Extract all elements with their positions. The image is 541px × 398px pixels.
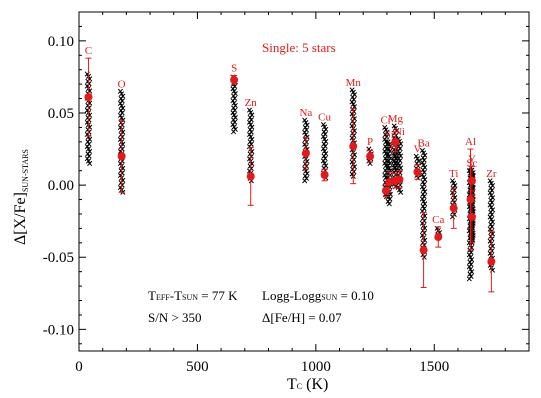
element-label: Ni [394, 126, 405, 138]
mean-point [117, 152, 126, 161]
y-tick-label: 0.00 [48, 178, 74, 194]
element-label: Mg [388, 113, 404, 125]
element-label: S [231, 62, 237, 74]
element-label: O [118, 78, 126, 90]
element-label: Cu [318, 112, 331, 124]
star-points-layer [84, 71, 496, 282]
y-tick-label: 0.05 [48, 106, 74, 122]
star-point [230, 129, 237, 135]
y-tick-label: -0.10 [43, 322, 74, 338]
plot-frame [78, 11, 530, 352]
star-point [398, 189, 404, 195]
element-label: V [413, 143, 421, 155]
mean-point [390, 176, 399, 185]
element-label: Ca [432, 214, 444, 226]
annotation-teff: TEFF-TSUN = 77 K [148, 288, 238, 303]
element-label: P [367, 136, 373, 148]
mean-point [434, 233, 443, 242]
mean-point [320, 171, 329, 180]
x-tick-label: 0 [75, 359, 83, 375]
axes-layer: 0 500 1000 1500 -0.10 -0.05 0.00 0.05 0.10 [43, 12, 529, 375]
annotation-feh: Δ[Fe/H] = 0.07 [262, 310, 342, 325]
x-tick-label: 1500 [419, 359, 449, 375]
element-label: Ti [449, 168, 458, 180]
mean-point [466, 195, 475, 204]
x-tick-label: 1000 [301, 359, 331, 375]
star-point [421, 254, 427, 260]
element-label: Na [299, 107, 312, 119]
mean-point [381, 186, 390, 195]
mean-points-layer [84, 57, 496, 293]
element-label: Fe [389, 140, 400, 152]
star-point [386, 201, 392, 207]
element-label: Ba [417, 137, 429, 149]
mean-point [449, 204, 458, 213]
star-point [302, 178, 308, 184]
mean-point [366, 152, 375, 161]
element-label: Zr [486, 168, 497, 180]
mean-point [487, 257, 496, 266]
element-label: Sc [466, 158, 477, 170]
mean-point [467, 212, 476, 221]
legend-text: Single: 5 stars [262, 40, 336, 55]
element-label: Al [465, 136, 476, 148]
mean-point [467, 176, 476, 185]
mean-point [349, 142, 358, 151]
element-label: Cr [380, 114, 391, 126]
mean-point [391, 137, 400, 146]
element-label: Y [468, 153, 476, 165]
mean-point [413, 168, 422, 177]
mean-point [84, 93, 93, 102]
y-tick-label: -0.05 [43, 250, 74, 266]
mean-point [419, 246, 428, 255]
x-tick-label: 500 [186, 359, 209, 375]
mean-point [301, 149, 310, 158]
mean-point [246, 172, 255, 181]
mean-point [230, 75, 239, 84]
annotation-snr: S/N > 350 [148, 310, 202, 325]
element-label: C [85, 45, 92, 57]
star-point [466, 276, 472, 282]
element-label: Zn [245, 97, 258, 109]
star-point [87, 160, 93, 167]
y-tick-label: 0.10 [48, 34, 74, 50]
element-label: Mn [346, 77, 362, 89]
annotation-logg: Logg-LoggSUN = 0.10 [262, 288, 374, 303]
element-label: Si [385, 129, 394, 141]
x-axis-title: TC (K) [287, 376, 328, 393]
y-axis-title: Δ[X/Fe]SUN-STARS [12, 149, 30, 245]
